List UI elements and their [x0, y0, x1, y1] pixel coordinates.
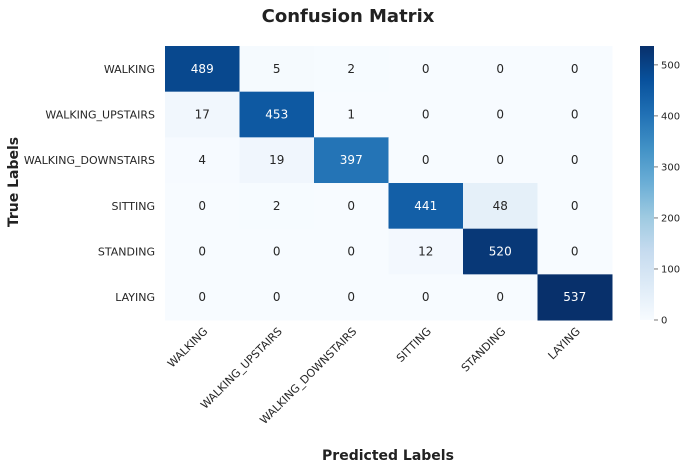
heatmap-cell [239, 137, 315, 184]
x-tick-label: WALKING [165, 325, 210, 370]
cell-value-label: 0 [422, 153, 430, 167]
heatmap-cell [314, 183, 389, 230]
cell-value-label: 0 [571, 108, 579, 122]
colorbar-tick-label: 400 [661, 111, 680, 122]
heatmap-cell [239, 183, 315, 230]
y-tick-label: WALKING [104, 63, 155, 76]
heatmap-cell [314, 228, 389, 275]
heatmap-cell [165, 183, 240, 230]
y-tick-labels: WALKING WALKING_UPSTAIRS WALKING_DOWNSTAIR… [24, 63, 155, 304]
cell-value-label: 0 [198, 199, 206, 213]
cell-value-label: 0 [347, 245, 355, 259]
cell-value-label: 1 [347, 108, 355, 122]
cell-value-label: 5 [273, 62, 281, 76]
heatmap-cell [463, 137, 538, 184]
heatmap-cell [314, 46, 389, 93]
y-tick-label: WALKING_UPSTAIRS [45, 109, 155, 122]
heatmap-cell [239, 274, 315, 321]
heatmap-cell [239, 91, 315, 138]
cell-value-label: 0 [496, 153, 504, 167]
cell-value-label: 0 [571, 62, 579, 76]
colorbar-tick-label: 200 [661, 213, 680, 224]
heatmap-cell [463, 228, 538, 275]
y-tick-label: SITTING [112, 200, 155, 213]
cell-value-label: 489 [191, 62, 214, 76]
heatmap-cell [239, 46, 315, 93]
cell-value-label: 537 [563, 290, 586, 304]
colorbar-tick-label: 0 [661, 316, 667, 327]
cell-value-label: 0 [198, 245, 206, 259]
x-tick-label: LAYING [546, 325, 583, 362]
heatmap-cell [463, 183, 538, 230]
cell-value-label: 2 [273, 199, 281, 213]
x-tick-label: SITTING [394, 325, 434, 365]
cell-value-label: 0 [571, 153, 579, 167]
y-tick-label: WALKING_DOWNSTAIRS [24, 154, 155, 167]
heatmap-cell [388, 228, 464, 275]
heatmap-cell [537, 91, 613, 138]
cell-value-label: 48 [493, 199, 508, 213]
cell-value-label: 0 [422, 290, 430, 304]
colorbar-tick-label: 100 [661, 264, 680, 275]
cell-value-label: 0 [496, 290, 504, 304]
cell-value-label: 0 [273, 290, 281, 304]
heatmap-cell [239, 228, 315, 275]
heatmap-cell [463, 91, 538, 138]
heatmap-cell [537, 46, 613, 93]
cell-value-label: 0 [571, 199, 579, 213]
cell-value-label: 0 [422, 62, 430, 76]
x-tick-label: WALKING_UPSTAIRS [198, 325, 285, 412]
heatmap-cell [537, 183, 613, 230]
cell-value-label: 0 [273, 245, 281, 259]
heatmap-cell [537, 228, 613, 275]
heatmap-cell [165, 228, 240, 275]
colorbar-tick-label: 300 [661, 162, 680, 173]
cell-value-label: 17 [195, 108, 210, 122]
x-tick-labels: WALKINGWALKING_UPSTAIRSWALKING_DOWNSTAIR… [165, 325, 583, 427]
heatmap-cell [388, 91, 464, 138]
heatmap-cells: 489 5 2 0 0 017 453 1 0 0 04 19 397 0 0 00 2 0 441 48 00 0 0 12… [165, 46, 613, 321]
heatmap-cell [314, 137, 389, 184]
cell-value-label: 0 [496, 62, 504, 76]
x-axis-title: Predicted Labels [322, 448, 454, 464]
heatmap-cell [388, 183, 464, 230]
x-tick-label: STANDING [459, 325, 509, 375]
cell-value-label: 2 [347, 62, 355, 76]
cell-value-label: 0 [422, 108, 430, 122]
heatmap-cell [165, 274, 240, 321]
chart-title: Confusion Matrix [262, 6, 435, 27]
cell-value-label: 453 [265, 108, 288, 122]
heatmap-cell [537, 274, 613, 321]
heatmap-cell [165, 137, 240, 184]
y-axis-title: True Labels [6, 137, 22, 227]
heatmap-cell [314, 274, 389, 321]
heatmap-cell [463, 46, 538, 93]
colorbar-ticks: 0 100 200 300 400 500 [654, 60, 680, 327]
cell-value-label: 19 [269, 153, 284, 167]
heatmap-cell [165, 46, 240, 93]
cell-value-label: 441 [414, 199, 437, 213]
heatmap-cell [388, 46, 464, 93]
heatmap-cell [388, 274, 464, 321]
heatmap-cell [314, 91, 389, 138]
heatmap-cell [537, 137, 613, 184]
cell-value-label: 0 [347, 199, 355, 213]
cell-value-label: 12 [418, 245, 433, 259]
cell-value-label: 0 [347, 290, 355, 304]
cell-value-label: 0 [496, 108, 504, 122]
cell-value-label: 4 [198, 153, 206, 167]
colorbar-tick-label: 500 [661, 60, 680, 71]
cell-value-label: 0 [198, 290, 206, 304]
cell-value-label: 397 [340, 153, 363, 167]
heatmap-cell [463, 274, 538, 321]
colorbar [640, 46, 654, 320]
cell-value-label: 520 [489, 245, 512, 259]
y-tick-label: STANDING [98, 246, 155, 259]
y-tick-label: LAYING [115, 291, 155, 304]
heatmap-cell [388, 137, 464, 184]
heatmap-cell [165, 91, 240, 138]
cell-value-label: 0 [571, 245, 579, 259]
